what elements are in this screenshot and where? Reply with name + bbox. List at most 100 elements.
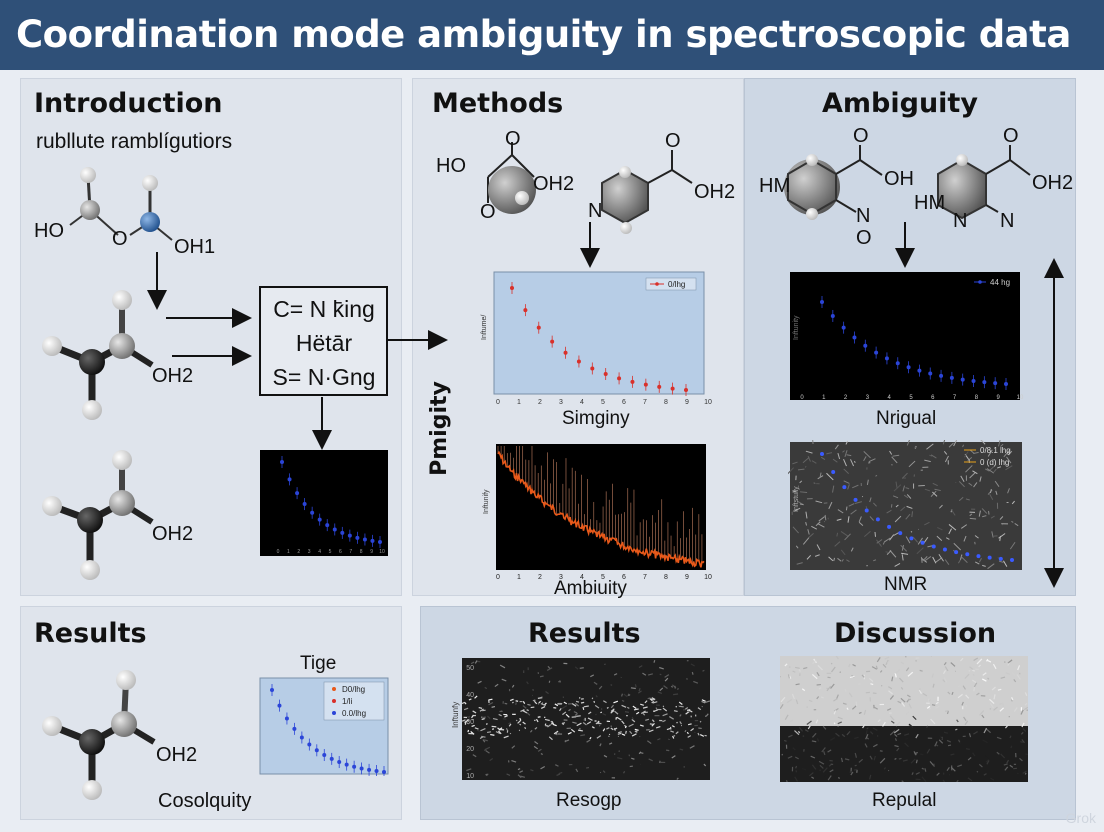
texture-stroke xyxy=(948,524,957,531)
texture-stroke xyxy=(968,482,973,487)
texture-stroke xyxy=(599,743,602,747)
texture-stroke xyxy=(1024,772,1027,775)
texture-stroke xyxy=(890,720,895,724)
texture-stroke xyxy=(889,450,893,455)
texture-stroke xyxy=(969,513,973,517)
texture-stroke xyxy=(799,503,804,506)
texture-stroke xyxy=(613,728,617,731)
texture-stroke xyxy=(1003,449,1011,458)
results-left-heading: Results xyxy=(34,618,147,649)
texture-stroke xyxy=(655,725,661,729)
texture-stroke xyxy=(944,710,949,712)
texture-stroke xyxy=(905,667,910,672)
ambiguity-plot2-ylabel: Inftstuliy xyxy=(793,486,800,512)
x-tick-label: 8 xyxy=(360,549,363,555)
texture-stroke xyxy=(1010,745,1013,749)
texture-stroke xyxy=(870,683,874,686)
texture-stroke xyxy=(965,748,970,750)
texture-stroke xyxy=(998,440,1001,447)
ambiguity-heading: Ambiguity xyxy=(822,88,978,119)
texture-stroke xyxy=(978,664,981,668)
texture-stroke xyxy=(464,719,470,724)
results-left-plot-title: Tige xyxy=(300,653,337,674)
texture-stroke xyxy=(837,557,842,562)
x-tick-label: 4 xyxy=(318,549,321,555)
discussion-texture xyxy=(780,656,1028,782)
x-tick-label: 0 xyxy=(496,399,500,406)
data-point xyxy=(277,703,282,708)
center-plot-series xyxy=(280,456,382,548)
data-point xyxy=(510,286,514,290)
texture-stroke xyxy=(470,661,475,665)
texture-stroke xyxy=(586,739,591,743)
data-point xyxy=(971,379,976,384)
texture-stroke xyxy=(864,743,868,748)
texture-stroke xyxy=(664,677,669,682)
texture-stroke xyxy=(943,450,948,455)
texture-stroke xyxy=(670,685,674,688)
mol3-oh-label: OH2 xyxy=(152,523,194,545)
texture-stroke xyxy=(685,711,689,715)
data-point xyxy=(864,508,869,513)
results-left-plot: D0/lhg 1/li 0.0/lhg xyxy=(259,677,389,776)
texture-stroke xyxy=(781,753,784,756)
texture-stroke xyxy=(942,670,947,675)
texture-stroke xyxy=(1021,722,1025,728)
texture-stroke xyxy=(610,727,614,731)
texture-stroke xyxy=(830,662,833,665)
texture-stroke xyxy=(662,719,666,723)
texture-stroke xyxy=(495,731,501,735)
data-point xyxy=(976,554,981,559)
texture-stroke xyxy=(1014,523,1019,527)
texture-stroke xyxy=(812,659,817,665)
texture-stroke xyxy=(468,698,472,701)
texture-stroke xyxy=(847,484,850,490)
texture-stroke xyxy=(588,711,592,715)
texture-stroke xyxy=(816,671,820,677)
texture-stroke xyxy=(580,701,585,704)
methods-a-o-top: O xyxy=(505,128,521,150)
texture-stroke xyxy=(837,721,843,725)
texture-stroke xyxy=(835,732,840,737)
results-left-legend-2: 1/li xyxy=(342,697,352,706)
texture-stroke xyxy=(517,774,522,779)
texture-stroke xyxy=(922,556,928,562)
data-point xyxy=(536,325,541,330)
texture-stroke xyxy=(815,719,819,724)
texture-stroke xyxy=(1002,702,1005,708)
texture-stroke xyxy=(866,727,869,730)
texture-stroke xyxy=(993,694,996,700)
texture-stroke xyxy=(823,771,828,777)
texture-stroke xyxy=(1004,724,1009,729)
texture-stroke xyxy=(876,539,883,544)
texture-stroke xyxy=(565,713,570,718)
texture-stroke xyxy=(603,700,607,704)
texture-stroke xyxy=(593,681,598,685)
texture-stroke xyxy=(784,663,788,667)
texture-stroke xyxy=(957,685,961,688)
texture-stroke xyxy=(1006,456,1012,464)
texture-stroke xyxy=(690,663,695,667)
texture-stroke xyxy=(850,509,857,515)
texture-stroke xyxy=(644,700,648,704)
texture-stroke xyxy=(1008,450,1013,456)
data-point xyxy=(842,485,847,490)
data-point xyxy=(630,379,635,384)
texture-stroke xyxy=(481,718,485,721)
texture-stroke xyxy=(600,708,603,710)
texture-stroke xyxy=(956,779,959,782)
texture-stroke xyxy=(928,707,931,711)
texture-stroke xyxy=(932,482,938,487)
texture-stroke xyxy=(606,706,609,709)
texture-stroke xyxy=(535,718,539,723)
texture-stroke xyxy=(784,714,789,721)
texture-stroke xyxy=(873,502,877,507)
texture-stroke xyxy=(621,693,624,697)
texture-stroke xyxy=(833,710,837,715)
texture-stroke xyxy=(788,734,793,738)
methods-plot1-legend-text: 0/lhg xyxy=(668,280,685,289)
texture-stroke xyxy=(946,766,950,772)
texture-stroke xyxy=(956,719,959,723)
texture-stroke xyxy=(827,775,832,781)
texture-stroke xyxy=(481,735,486,738)
